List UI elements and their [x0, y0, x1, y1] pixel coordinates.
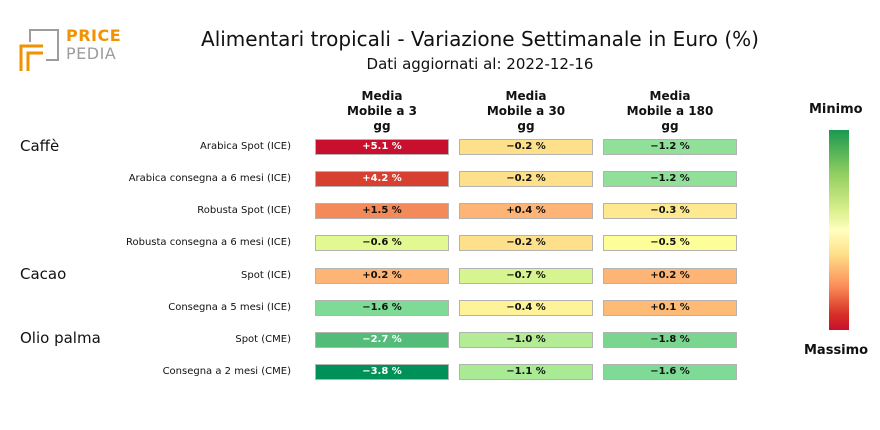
logo-mark-icon [19, 29, 59, 71]
heatmap-cell: +0.2 % [603, 268, 737, 284]
column-header-3: Media Mobile a 180 gg [603, 89, 737, 134]
column-header-1-line3: gg [373, 119, 391, 133]
heatmap-cell: −0.2 % [459, 139, 593, 155]
legend-min-label: Minimo [809, 102, 863, 117]
group-label: Olio palma [20, 329, 101, 347]
heatmap-cell: −1.0 % [459, 332, 593, 348]
chart-subtitle: Dati aggiornati al: 2022-12-16 [366, 55, 594, 73]
row-label: Consegna a 5 mesi (ICE) [168, 302, 291, 313]
column-header-3-line2: Mobile a 180 [626, 104, 714, 118]
row-label: Spot (CME) [235, 334, 291, 345]
group-label: Caffè [20, 137, 60, 155]
column-header-2-line1: Media [505, 89, 547, 103]
group-label: Cacao [20, 265, 67, 283]
pricepedia-logo: PRICE PEDIA [18, 24, 128, 74]
column-header-2-line2: Mobile a 30 [486, 104, 566, 118]
legend-max-label: Massimo [804, 343, 869, 358]
heatmap-cell: −1.6 % [603, 364, 737, 380]
column-header-1: Media Mobile a 3 gg [315, 89, 449, 134]
heatmap-cell: −0.7 % [459, 268, 593, 284]
heatmap-cell: −3.8 % [315, 364, 449, 380]
heatmap-cell: −1.1 % [459, 364, 593, 380]
column-header-2-line3: gg [517, 119, 535, 133]
column-header-3-line1: Media [649, 89, 691, 103]
color-scale-bar [829, 130, 849, 330]
column-header-3-line3: gg [661, 119, 679, 133]
row-label: Spot (ICE) [241, 270, 291, 281]
heatmap-cell: −1.8 % [603, 332, 737, 348]
heatmap-cell: +5.1 % [315, 139, 449, 155]
row-label: Robusta consegna a 6 mesi (ICE) [125, 237, 291, 248]
column-header-1-line1: Media [361, 89, 403, 103]
heatmap-cell: −0.6 % [315, 235, 449, 251]
heatmap-cell: −0.2 % [459, 235, 593, 251]
heatmap-cell: +4.2 % [315, 171, 449, 187]
logo-text-price: PRICE [66, 26, 122, 45]
heatmap-cell: +0.1 % [603, 300, 737, 316]
heatmap-cell: −1.6 % [315, 300, 449, 316]
row-label: Consegna a 2 mesi (CME) [162, 366, 291, 377]
heatmap-cell: −0.5 % [603, 235, 737, 251]
heatmap-cell: −0.4 % [459, 300, 593, 316]
heatmap-cell: −0.2 % [459, 171, 593, 187]
row-label: Arabica consegna a 6 mesi (ICE) [128, 173, 291, 184]
heatmap-cell: +1.5 % [315, 203, 449, 219]
heatmap-cell: −0.3 % [603, 203, 737, 219]
heatmap-cell: +0.4 % [459, 203, 593, 219]
column-header-2: Media Mobile a 30 gg [459, 89, 593, 134]
chart-title: Alimentari tropicali - Variazione Settim… [201, 27, 759, 51]
row-label: Arabica Spot (ICE) [200, 141, 291, 152]
heatmap-cell: −2.7 % [315, 332, 449, 348]
row-label: Robusta Spot (ICE) [197, 205, 291, 216]
heatmap-cell: +0.2 % [315, 268, 449, 284]
logo-text-pedia: PEDIA [66, 44, 117, 63]
heatmap-cell: −1.2 % [603, 171, 737, 187]
heatmap-cell: −1.2 % [603, 139, 737, 155]
column-header-1-line2: Mobile a 3 [347, 104, 417, 118]
